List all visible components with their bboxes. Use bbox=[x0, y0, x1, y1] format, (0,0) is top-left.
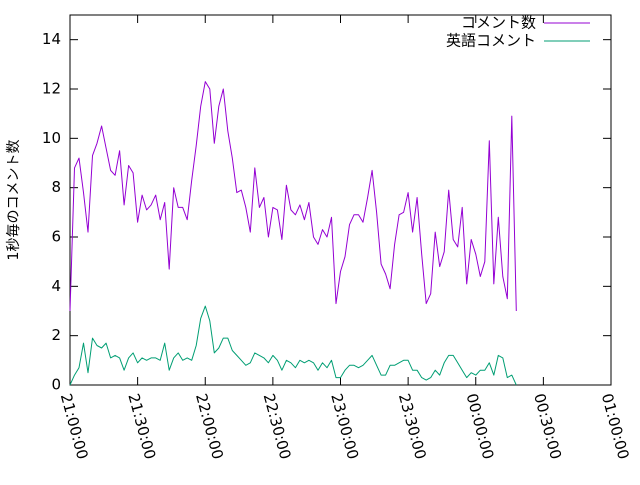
y-axis: 0 2 4 6 8 10 12 14 bbox=[42, 30, 611, 394]
x-tick-label: 01:00:00 bbox=[598, 392, 633, 462]
series-line-1 bbox=[69, 305, 517, 386]
y-axis-label: 1秒毎のコメント数 bbox=[6, 140, 22, 261]
series-layer bbox=[69, 81, 517, 386]
x-tick-label: 00:00:00 bbox=[463, 392, 498, 462]
y-tick-label: 0 bbox=[51, 376, 61, 394]
x-tick-label: 21:00:00 bbox=[57, 392, 92, 462]
series-line-0 bbox=[69, 81, 517, 312]
y-tick-label: 12 bbox=[42, 80, 61, 98]
x-tick-label: 23:00:00 bbox=[327, 392, 362, 462]
plot-frame bbox=[69, 14, 612, 386]
y-tick-label: 10 bbox=[42, 129, 61, 147]
x-tick-label: 00:30:00 bbox=[530, 392, 565, 462]
y-tick-label: 14 bbox=[42, 30, 61, 48]
legend-label-0: コメント数 bbox=[461, 14, 536, 32]
legend-label-1: 英語コメント bbox=[446, 32, 536, 50]
x-tick-label: 22:00:00 bbox=[192, 392, 227, 462]
x-axis: 21:00:00 21:30:00 22:00:00 22:30:00 23:00:00… bbox=[57, 15, 633, 461]
y-tick-label: 4 bbox=[51, 277, 61, 295]
y-tick-label: 8 bbox=[51, 178, 61, 196]
x-tick-label: 23:30:00 bbox=[395, 392, 430, 462]
x-tick-label: 22:30:00 bbox=[260, 392, 295, 462]
y-tick-label: 2 bbox=[51, 326, 61, 344]
legend: コメント数 英語コメント bbox=[446, 14, 590, 50]
y-tick-label: 6 bbox=[51, 228, 61, 246]
x-tick-label: 21:30:00 bbox=[124, 392, 159, 462]
